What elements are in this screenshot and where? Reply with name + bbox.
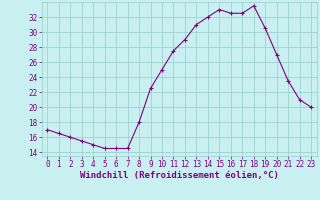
X-axis label: Windchill (Refroidissement éolien,°C): Windchill (Refroidissement éolien,°C) <box>80 171 279 180</box>
